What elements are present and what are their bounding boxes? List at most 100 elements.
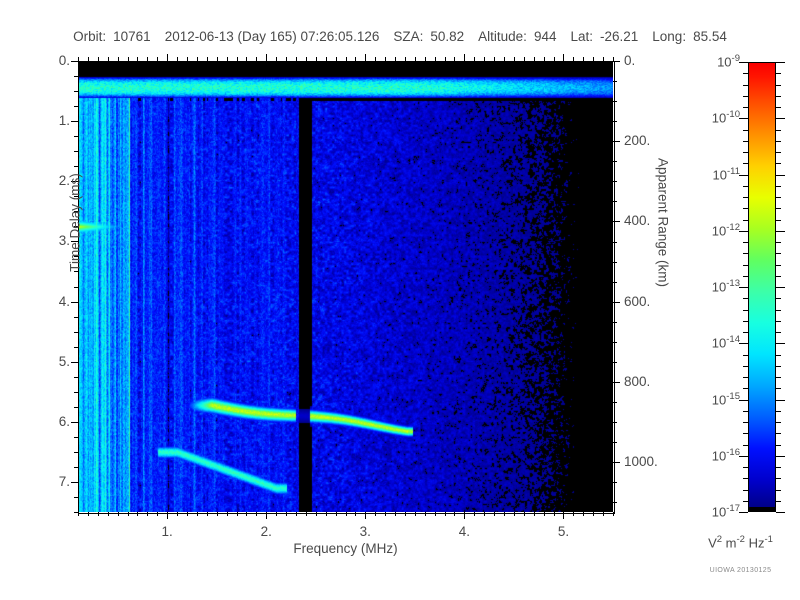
x-tick-top (504, 57, 506, 61)
x-tick-minor (573, 512, 575, 516)
x-tick-minor (404, 512, 406, 516)
y-tick-minor (71, 421, 78, 423)
y2-tick-minor (613, 321, 617, 323)
x-tick-top (236, 57, 238, 61)
x-tick-minor (543, 512, 545, 516)
y-tick-minor (71, 61, 78, 62)
y-tick-minor (71, 121, 78, 123)
colorbar-tick-left (743, 365, 748, 367)
y-axis-label: Time Delay (ms) (67, 173, 83, 272)
colorbar-tick-label: 10-9 (717, 53, 740, 70)
x-tick-top (196, 57, 198, 61)
y-tick-minor (74, 211, 78, 213)
colorbar-tick-right (776, 309, 781, 311)
colorbar-tick-right (776, 107, 781, 108)
x-tick-minor (256, 512, 258, 516)
lat-value: -26.21 (600, 29, 639, 44)
colorbar-tick-right (776, 230, 785, 232)
x-tick-top (216, 57, 218, 61)
colorbar-tick-right (776, 433, 781, 435)
colorbar-tick-right (776, 62, 785, 63)
y2-tick-minor (613, 101, 617, 103)
y2-tick-minor (613, 482, 617, 484)
x-tick-minor (286, 512, 288, 516)
colorbar-tick-left (739, 512, 748, 513)
colorbar-tick-label: 10-12 (711, 221, 740, 239)
colorbar-tick-left (743, 107, 748, 108)
y2-tick-minor (613, 81, 617, 83)
colorbar-tick-right (776, 500, 781, 502)
y-tick-label: 0. (58, 53, 70, 68)
colorbar-tick-left (743, 500, 748, 502)
altitude-value: 944 (533, 29, 557, 44)
colorbar-tick-left (743, 185, 748, 187)
x-tick-minor (385, 512, 387, 516)
colorbar-tick-right (776, 354, 781, 356)
colorbar-tick-left (739, 174, 748, 176)
y2-tick-minor (613, 241, 617, 243)
x-axis-label: Frequency (MHz) (293, 541, 398, 556)
x-tick-top (484, 57, 486, 61)
y2-tick-minor (613, 261, 617, 263)
colorbar-tick-left (743, 467, 748, 468)
y-tick-minor (74, 166, 78, 168)
x-tick-top (365, 54, 367, 61)
colorbar-tick-label: 10-13 (711, 278, 740, 295)
x-tick-top (246, 57, 248, 61)
x-tick-minor (513, 512, 515, 516)
y-tick-minor (71, 301, 78, 303)
y2-tick-minor (613, 361, 617, 363)
x-tick-minor (167, 512, 169, 519)
colorbar-tick-right (776, 410, 781, 412)
colorbar-tick-left (739, 287, 748, 288)
y-tick-label: 7. (58, 473, 70, 489)
x-tick-top (573, 57, 575, 61)
y-tick-label: 3. (58, 233, 70, 249)
colorbar-tick-left (743, 309, 748, 311)
y-tick-minor (74, 136, 78, 138)
long-value: 85.54 (693, 29, 727, 44)
x-tick-top (375, 57, 377, 61)
x-tick-minor (335, 512, 337, 516)
colorbar-tick-right (776, 343, 785, 345)
y-tick-minor (74, 391, 78, 393)
x-tick-top (613, 57, 614, 61)
colorbar-tick-label: 10-14 (711, 334, 740, 351)
altitude-label: Altitude: (478, 29, 527, 44)
x-tick-top (147, 57, 149, 61)
x-tick-minor (127, 512, 129, 516)
colorbar-tick-left (743, 197, 748, 198)
y-tick-minor (74, 106, 78, 108)
colorbar-tick-left (743, 422, 748, 423)
x-tick-top (206, 57, 208, 61)
colorbar (748, 62, 776, 512)
y-tick-label: 2. (58, 173, 70, 189)
colorbar-tick-right (776, 489, 781, 491)
x-tick-top (167, 54, 169, 61)
y2-tick-label: 0. (624, 53, 636, 68)
x-tick-top (494, 57, 496, 61)
x-tick-top (474, 57, 476, 61)
y2-tick-minor (613, 281, 617, 283)
colorbar-floor (748, 507, 776, 512)
x-tick-minor (87, 512, 89, 516)
x-tick-top (593, 57, 595, 61)
y2-tick-minor (613, 462, 620, 464)
x-tick-top (603, 57, 605, 61)
x-tick-minor (494, 512, 496, 516)
x-tick-label: 3. (359, 524, 371, 539)
y2-tick-minor (613, 422, 617, 424)
x-tick-top (266, 54, 268, 61)
x-tick-top (583, 57, 585, 61)
colorbar-tick-label: 10-10 (711, 109, 740, 126)
x-tick-top (315, 57, 317, 61)
colorbar-tick-left (743, 84, 748, 86)
x-tick-minor (414, 512, 416, 516)
y-tick-minor (71, 481, 78, 483)
y-tick-minor (74, 512, 78, 513)
x-tick-top (276, 57, 278, 61)
y-tick-minor (74, 496, 78, 498)
y2-tick-label: 600. (624, 293, 651, 309)
y2-tick-minor (613, 442, 617, 444)
